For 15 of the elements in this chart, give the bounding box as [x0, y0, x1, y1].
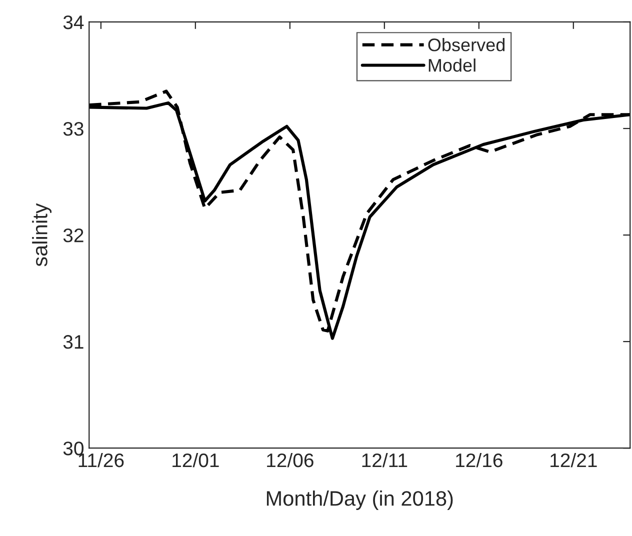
- x-tick-label: 12/21: [550, 452, 597, 468]
- y-tick-label: 34: [63, 15, 84, 30]
- x-tick-label: 12/06: [267, 452, 314, 468]
- x-tick-label: 12/16: [456, 452, 502, 468]
- legend-label: Model: [428, 58, 476, 72]
- y-tick-label: 31: [63, 335, 84, 349]
- x-tick-label: 12/01: [172, 452, 219, 468]
- y-tick-label: 33: [63, 122, 84, 136]
- y-axis-title: salinity: [32, 203, 52, 266]
- y-tick-label: 30: [63, 442, 84, 456]
- legend-label: Observed: [428, 38, 505, 52]
- x-tick-label: 12/11: [362, 452, 408, 468]
- x-tick-label: 11/26: [78, 452, 124, 468]
- y-tick-label: 32: [63, 228, 84, 242]
- x-axis-title: Month/Day (in 2018): [266, 490, 453, 510]
